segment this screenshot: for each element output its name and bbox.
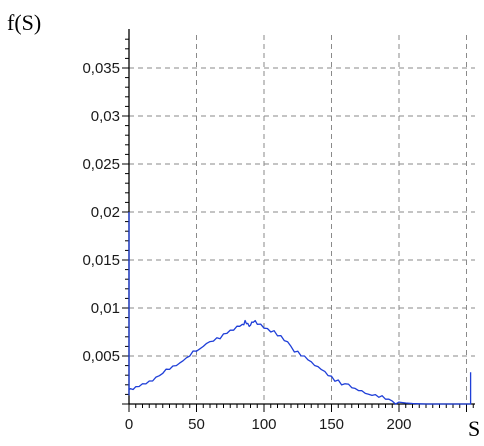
y-tick-label-1: 0,01 — [91, 300, 120, 317]
x-tick-label-0: 0 — [125, 416, 133, 433]
y-tick-label-5: 0,03 — [91, 108, 120, 125]
x-tick-label-2: 100 — [251, 416, 276, 433]
y-tick-label-2: 0,015 — [82, 252, 120, 269]
y-tick-label-3: 0,02 — [91, 204, 120, 221]
y-tick-label-6: 0,035 — [82, 60, 120, 77]
data-layer — [128, 212, 472, 405]
series-line-0 — [128, 212, 472, 405]
x-tick-label-4: 200 — [386, 416, 411, 433]
x-axis-title: S — [468, 416, 480, 441]
y-tick-label-4: 0,025 — [82, 156, 120, 173]
y-axis-title: f(S) — [7, 10, 41, 35]
axes — [122, 29, 475, 412]
tick-labels: 0,005 0,01 0,015 0,02 0,025 0,03 0,035 0 50 100 15… — [82, 60, 411, 433]
grid — [129, 35, 475, 404]
y-tick-label-0: 0,005 — [82, 348, 120, 365]
x-tick-label-1: 50 — [188, 416, 205, 433]
x-tick-label-3: 150 — [319, 416, 344, 433]
